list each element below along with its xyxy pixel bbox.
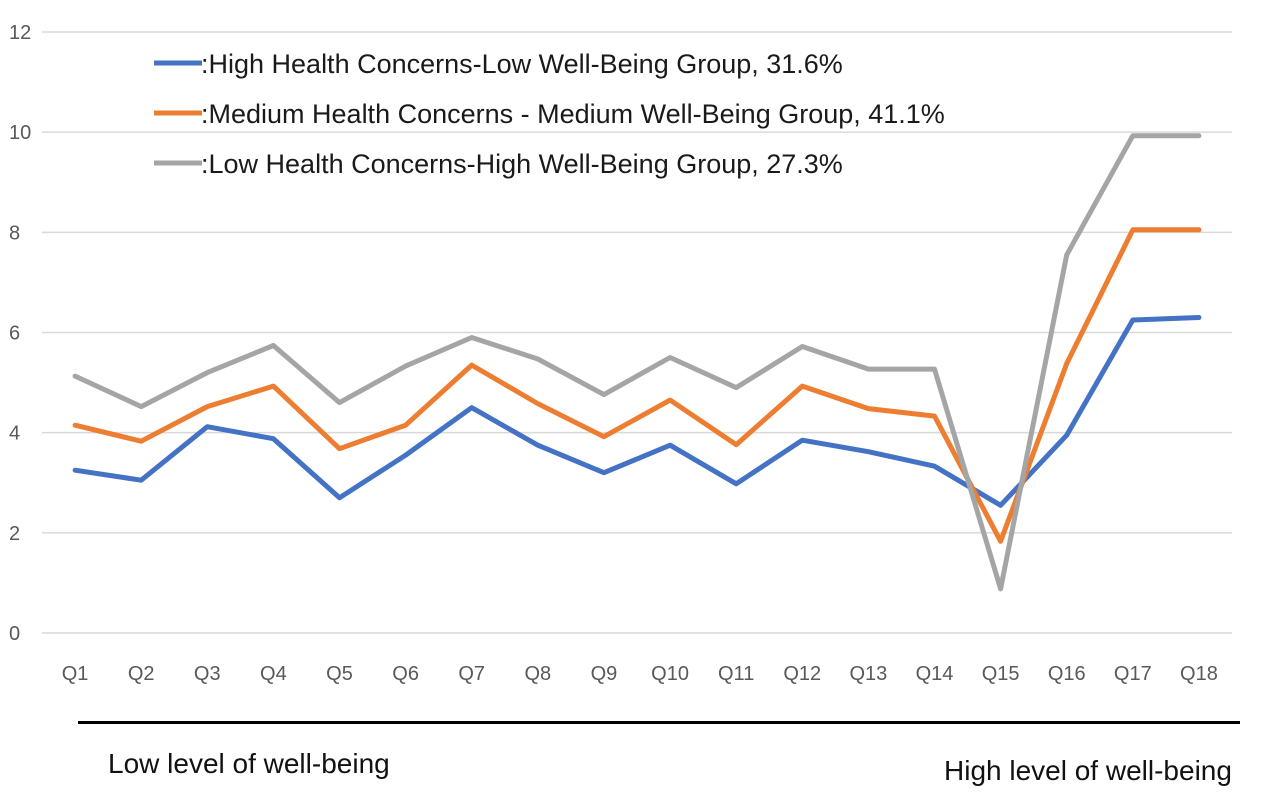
y-tick-label: 2 — [9, 523, 20, 545]
y-tick-label: 0 — [9, 623, 20, 645]
series-lines — [72, 133, 1202, 592]
x-tick-label: Q16 — [1048, 663, 1086, 685]
x-tick-label: Q10 — [651, 663, 689, 685]
x-tick-label: Q12 — [783, 663, 821, 685]
x-tick-label: Q9 — [591, 663, 618, 685]
x-tick-label: Q17 — [1114, 663, 1152, 685]
legend-label-3: :Low Health Concerns-High Well-Being Gro… — [201, 149, 843, 179]
legend: :High Health Concerns-Low Well-Being Gro… — [154, 49, 945, 179]
x-tick-label: Q11 — [718, 663, 754, 685]
line-chart: 0 2 4 6 8 10 12 Q1 Q2 Q3 Q4 Q5 Q6 Q7 Q8 Q9 Q10 Q11 Q12 Q13… — [9, 22, 1232, 685]
x-tick-label: Q15 — [982, 663, 1020, 685]
x-tick-label: Q6 — [392, 663, 419, 685]
x-tick-label: Q5 — [326, 663, 353, 685]
y-tick-label: 8 — [9, 222, 20, 244]
x-tick-label: Q13 — [849, 663, 887, 685]
low-well-being-label: Low level of well-being — [108, 748, 390, 779]
x-tick-label: Q2 — [128, 663, 155, 685]
series-line-3 — [72, 133, 1202, 592]
x-tick-label: Q3 — [194, 663, 221, 685]
y-tick-label: 4 — [9, 423, 20, 445]
y-axis-ticks: 0 2 4 6 8 10 12 — [9, 22, 31, 645]
legend-label-1: :High Health Concerns-Low Well-Being Gro… — [201, 49, 843, 79]
x-tick-label: Q4 — [260, 663, 287, 685]
x-tick-label: Q7 — [458, 663, 485, 685]
legend-label-2: :Medium Health Concerns - Medium Well-Be… — [201, 99, 945, 129]
x-tick-label: Q8 — [524, 663, 551, 685]
series-line-2 — [72, 227, 1202, 544]
footer-divider — [78, 721, 1240, 724]
series-line-1 — [72, 315, 1202, 508]
x-axis-ticks: Q1 Q2 Q3 Q4 Q5 Q6 Q7 Q8 Q9 Q10 Q11 Q12 Q13 Q14 Q15 Q16 Q… — [62, 663, 1218, 685]
y-tick-label: 12 — [9, 22, 31, 44]
y-tick-label: 6 — [9, 323, 20, 345]
x-tick-label: Q1 — [62, 663, 89, 685]
x-tick-label: Q18 — [1180, 663, 1218, 685]
high-well-being-label: High level of well-being — [944, 755, 1232, 786]
x-tick-label: Q14 — [916, 663, 954, 685]
y-tick-label: 10 — [9, 122, 31, 144]
